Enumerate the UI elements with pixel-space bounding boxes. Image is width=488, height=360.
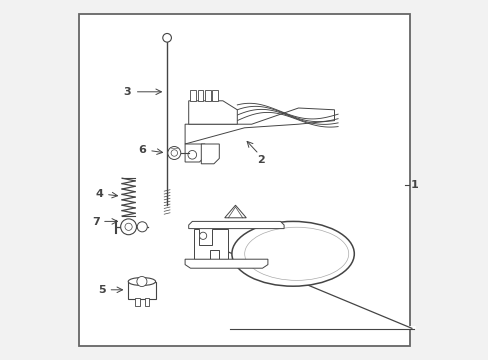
Polygon shape <box>201 144 219 164</box>
Polygon shape <box>185 144 204 162</box>
Polygon shape <box>194 229 228 259</box>
Polygon shape <box>188 221 284 229</box>
Bar <box>135 298 140 306</box>
Text: 6: 6 <box>138 145 145 156</box>
Text: 3: 3 <box>123 87 131 97</box>
Circle shape <box>125 223 132 230</box>
Circle shape <box>199 232 206 239</box>
Circle shape <box>171 150 177 156</box>
Text: 4: 4 <box>96 189 103 199</box>
Ellipse shape <box>128 278 155 285</box>
Text: 2: 2 <box>256 155 264 165</box>
Polygon shape <box>188 101 237 124</box>
Bar <box>128 282 155 299</box>
Text: 1: 1 <box>410 180 418 190</box>
Polygon shape <box>185 108 334 144</box>
Bar <box>197 90 203 101</box>
Circle shape <box>137 276 146 287</box>
Circle shape <box>121 219 136 235</box>
Ellipse shape <box>231 221 354 286</box>
Bar <box>204 90 210 101</box>
Bar <box>212 90 218 101</box>
Circle shape <box>167 147 181 159</box>
Bar <box>144 298 149 306</box>
Circle shape <box>163 33 171 42</box>
Text: 7: 7 <box>92 217 100 227</box>
Bar <box>190 90 196 101</box>
Circle shape <box>137 222 147 232</box>
Ellipse shape <box>244 227 348 280</box>
Polygon shape <box>185 259 267 268</box>
Circle shape <box>187 150 196 159</box>
Text: 5: 5 <box>98 285 106 295</box>
